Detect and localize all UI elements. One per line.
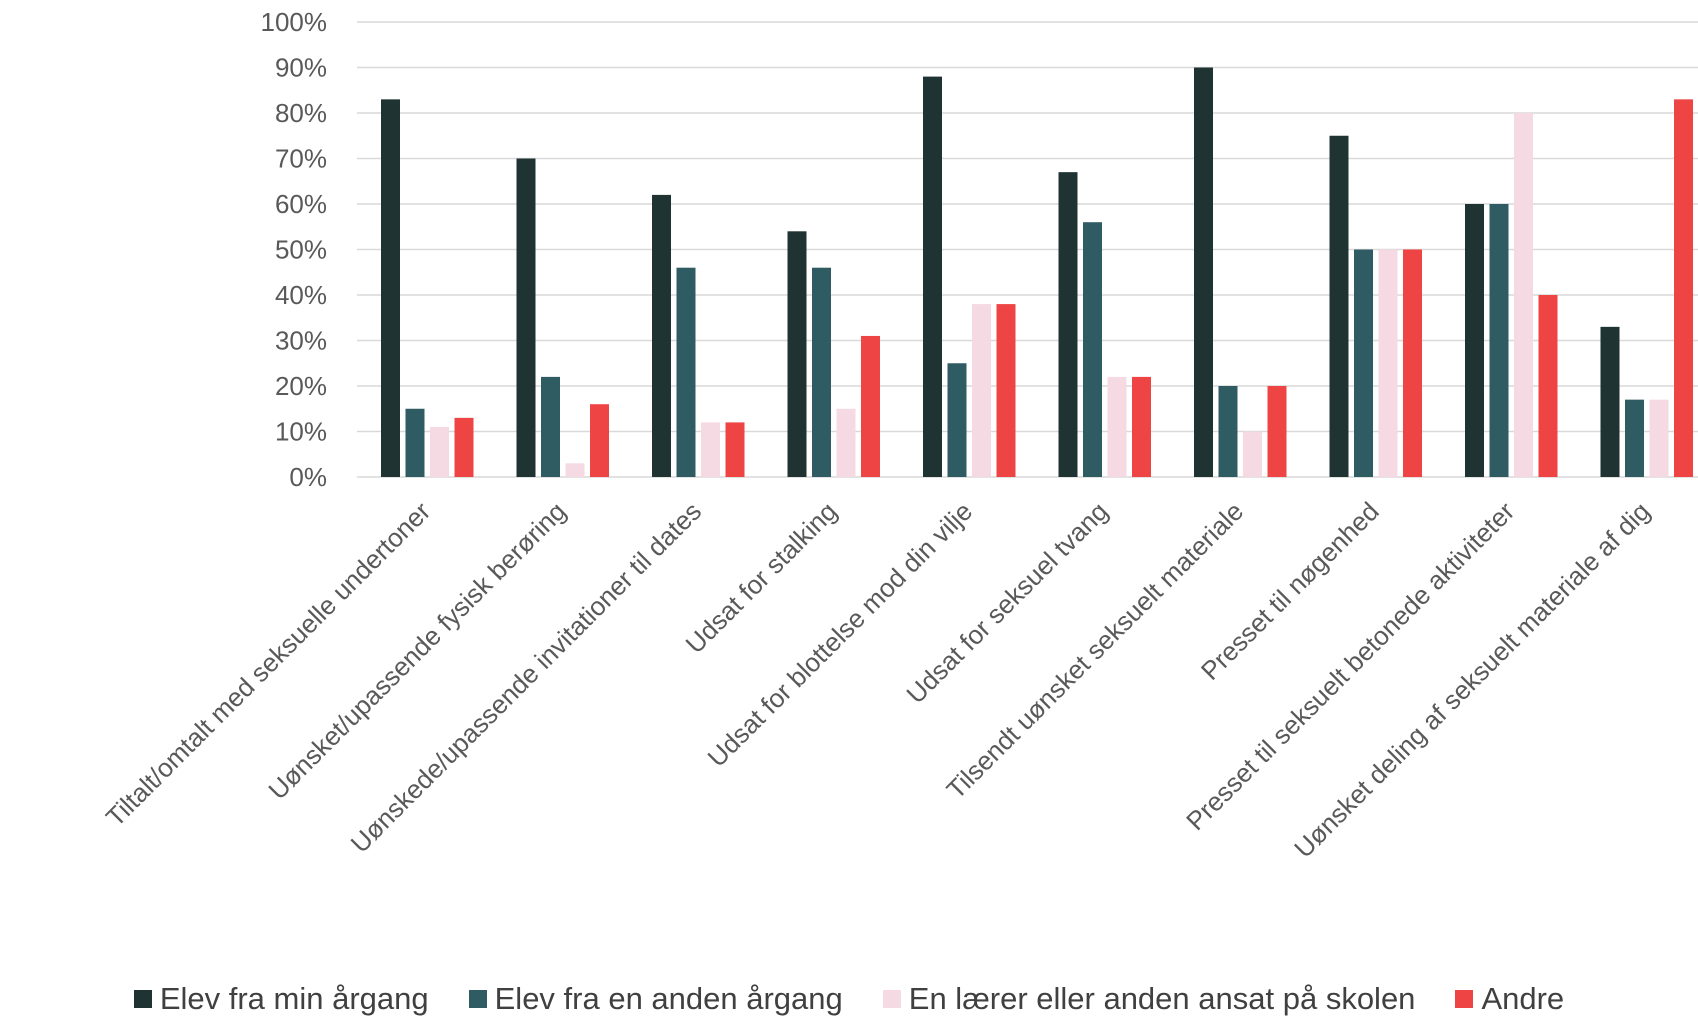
legend-item: Andre [1455,981,1565,1016]
bar [1243,431,1262,477]
y-tick-label: 30% [275,326,327,356]
bar [1329,135,1349,477]
bar [1354,249,1373,477]
bar [405,408,425,477]
legend-label: Andre [1481,981,1565,1016]
bar [1132,376,1151,477]
y-tick-label: 90% [275,53,327,83]
y-tick-label: 100% [261,7,328,37]
bar [1403,249,1422,477]
legend-swatch [882,990,901,1008]
x-tick-label: Udsat for blottelse mod din vilje [702,496,979,773]
bar [812,267,831,477]
y-tick-label: 0% [289,462,327,492]
bar [861,335,880,477]
y-tick-label: 50% [275,235,327,265]
bar [1538,295,1558,477]
bar [996,304,1016,477]
bar [972,304,991,477]
bar [923,76,942,477]
x-tick-label: Tilsendt uønsket seksuelt materiale [941,496,1250,805]
legend-label: Elev fra min årgang [159,981,429,1016]
bar [1514,113,1533,477]
legend-item: Elev fra en anden årgang [468,981,843,1016]
legend-item: En lærer eller anden ansat på skolen [882,981,1416,1016]
bar [1083,222,1102,477]
bar [676,267,696,477]
bar-chart: 0% 10% 20% 30% 40% 50% 60% 70% 80% 90% 100% Tiltal… [100,7,1698,864]
bar [565,463,585,477]
bar [701,422,720,477]
y-tick-label: 60% [275,189,327,219]
bar [541,376,560,477]
x-axis-ticks: Tiltalt/omtalt med seksuelle undertonerU… [100,496,1656,864]
legend-item: Elev fra min årgang [133,981,429,1016]
bar [836,408,856,477]
bar [725,422,745,477]
bar [1600,326,1620,477]
bars [381,67,1693,477]
bar [1107,376,1127,477]
bar [947,363,967,477]
bar [454,417,474,477]
bar [1194,67,1213,477]
bar [1625,399,1644,477]
y-axis-ticks: 0% 10% 20% 30% 40% 50% 60% 70% 80% 90% 100% [261,7,328,492]
bar [1465,204,1484,477]
bar [430,426,449,477]
bar [1674,99,1693,477]
legend-label: Elev fra en anden årgang [494,981,843,1016]
bar [590,404,609,477]
bar [652,194,671,477]
gridlines [357,21,1698,478]
y-tick-label: 80% [275,98,327,128]
y-tick-label: 70% [275,144,327,174]
bar [1058,172,1078,477]
bar [1378,249,1398,477]
y-tick-label: 20% [275,371,327,401]
legend-swatch [1455,990,1474,1008]
bar [787,231,807,477]
bar [1267,386,1287,477]
legend-label: En lærer eller anden ansat på skolen [908,981,1416,1016]
bar [1649,399,1669,477]
bar [1489,204,1509,477]
legend-swatch [468,990,487,1008]
legend: Elev fra min årgang Elev fra en anden årg… [0,981,1698,1016]
bar [516,158,536,477]
y-tick-label: 10% [275,417,327,447]
x-tick-label: Uønsket/upassende fysisk berøring [262,496,571,805]
legend-swatch [133,990,152,1008]
bar [381,99,400,477]
bar [1218,386,1238,477]
y-tick-label: 40% [275,280,327,310]
